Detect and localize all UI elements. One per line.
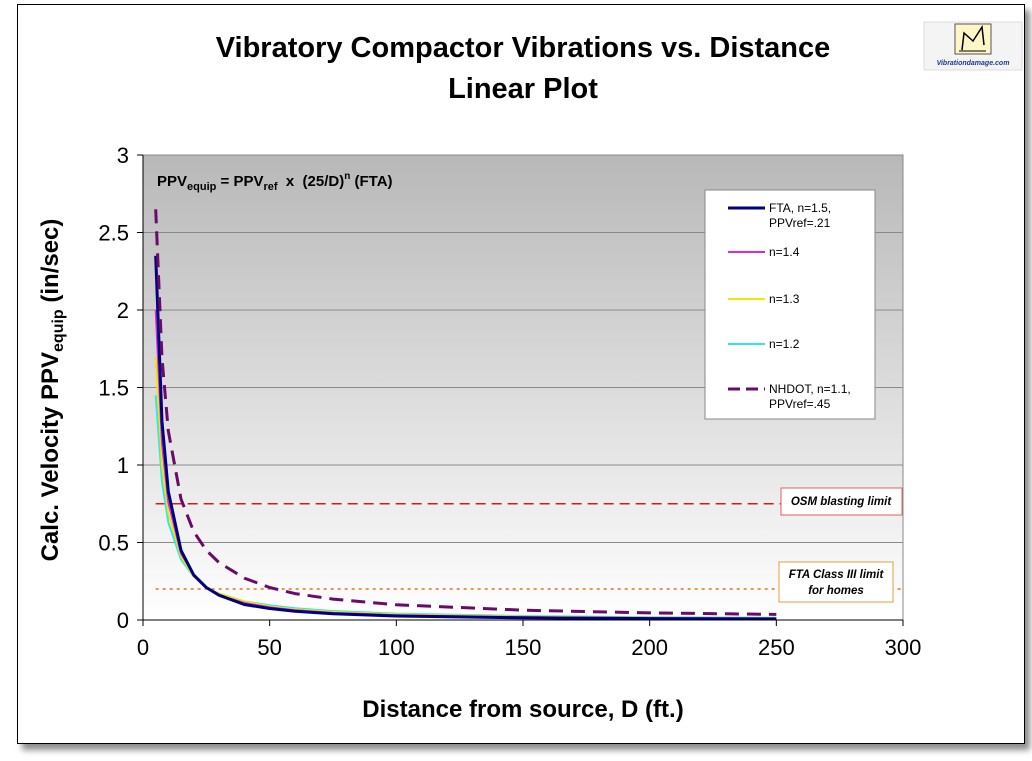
legend-label-0: FTA, n=1.5, PPVref=.21: [769, 201, 831, 230]
chart-frame: Vibratory Compactor Vibrations vs. Dista…: [17, 4, 1025, 744]
formula-tail: (FTA): [350, 173, 392, 190]
y-tick-label-2: 1: [117, 453, 129, 478]
y-axis-title-main: Calc. Velocity PPV: [37, 352, 64, 561]
y-axis-title-sub: equip: [50, 309, 67, 352]
formula-exp: n: [344, 171, 350, 182]
x-tick-label-2: 100: [378, 635, 415, 660]
formula-sub-equip: equip: [187, 181, 217, 193]
y-axis-title-unit: (in/sec): [37, 219, 64, 310]
y-tick-label-0: 0: [117, 608, 129, 633]
x-tick-label-4: 200: [631, 635, 668, 660]
fta-label-line1: FTA Class III limit: [789, 569, 885, 581]
y-tick-label-6: 3: [117, 143, 129, 168]
logo-text: Vibrationdamage.com: [937, 60, 1010, 67]
x-tick-label-1: 50: [257, 635, 281, 660]
axes: [137, 154, 904, 626]
x-tick-label-0: 0: [137, 635, 149, 660]
legend-label-1: n=1.4: [769, 245, 800, 259]
legend-box: [704, 189, 876, 420]
chart-subtitle: Linear Plot: [448, 73, 598, 105]
legend: FTA, n=1.5, PPVref=.21 n=1.4 n=1.3 n=1.2 NHDO…: [704, 189, 876, 420]
logo: Vibrationdamage.com: [923, 21, 1023, 71]
x-tick-labels: 0 50 100 150 200 250 300: [137, 635, 921, 660]
osm-label: OSM blasting limit: [791, 496, 892, 508]
legend-label-3: n=1.2: [769, 337, 800, 351]
fta-annotation: FTA Class III limit for homes: [778, 561, 894, 603]
formula-sub-ref: ref: [263, 181, 277, 193]
formula-eq: = PPV: [216, 173, 263, 190]
legend-label-4: NHDOT, n=1.1, PPVref=.45: [769, 382, 851, 411]
x-tick-label-6: 300: [885, 635, 922, 660]
reference-lines: [155, 502, 903, 590]
series-lines: [154, 209, 777, 621]
series-line-0: [154, 255, 777, 621]
series-line-4: [154, 209, 777, 616]
y-tick-label-5: 2.5: [98, 221, 129, 246]
y-axis-title: Calc. Velocity PPVequip (in/sec): [37, 219, 67, 562]
chart-title: Vibratory Compactor Vibrations vs. Dista…: [216, 32, 831, 64]
formula-mid: x (25/D): [278, 173, 345, 190]
x-axis-title: Distance from source, D (ft.): [362, 696, 683, 723]
x-tick-label-3: 150: [505, 635, 542, 660]
fta-label-line2: for homes: [808, 585, 864, 597]
chart-svg: Vibratory Compactor Vibrations vs. Dista…: [37, 21, 1023, 723]
legend-label-2: n=1.3: [769, 292, 800, 306]
formula-text: PPVequip = PPVref x (25/D)n (FTA): [157, 171, 393, 193]
formula-ppv: PPV: [157, 173, 187, 190]
osm-annotation: OSM blasting limit: [780, 487, 903, 516]
y-tick-label-3: 1.5: [98, 376, 129, 401]
y-tick-label-1: 0.5: [98, 531, 129, 556]
y-tick-label-4: 2: [117, 298, 129, 323]
y-tick-labels: 0 0.5 1 1.5 2 2.5 3: [98, 143, 129, 633]
x-tick-label-5: 250: [758, 635, 795, 660]
